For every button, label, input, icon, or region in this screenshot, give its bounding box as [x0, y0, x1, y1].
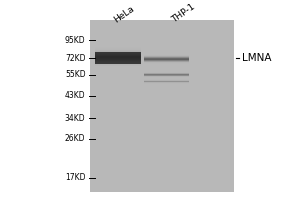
Bar: [94, 52, 141, 53]
Bar: [144, 59, 189, 60]
Bar: [94, 50, 141, 51]
Bar: [94, 52, 141, 64]
Bar: [94, 63, 141, 64]
Bar: [94, 56, 141, 57]
Bar: [94, 61, 141, 62]
Bar: [144, 75, 189, 76]
Bar: [144, 58, 189, 59]
Text: 26KD: 26KD: [65, 134, 85, 143]
Bar: [94, 60, 141, 61]
Bar: [94, 47, 141, 48]
Text: LMNA: LMNA: [242, 53, 271, 63]
Bar: [144, 56, 189, 57]
Bar: [144, 82, 189, 83]
Text: THP-1: THP-1: [170, 2, 196, 25]
Text: 34KD: 34KD: [65, 114, 85, 123]
Bar: [144, 76, 189, 77]
Text: HeLa: HeLa: [112, 4, 136, 25]
Bar: [94, 49, 141, 50]
Bar: [94, 58, 141, 59]
Bar: [144, 57, 189, 58]
Bar: [144, 72, 189, 73]
Bar: [94, 48, 141, 49]
Bar: [94, 65, 141, 66]
Text: 72KD: 72KD: [65, 54, 85, 63]
Bar: [94, 64, 141, 65]
Bar: [144, 60, 189, 61]
Bar: [90, 20, 234, 192]
Bar: [94, 54, 141, 55]
Bar: [144, 73, 189, 74]
Bar: [94, 51, 141, 52]
Bar: [94, 55, 141, 56]
Bar: [144, 81, 189, 82]
Text: 43KD: 43KD: [65, 91, 85, 100]
Bar: [144, 55, 189, 56]
Text: 95KD: 95KD: [65, 36, 85, 45]
Bar: [94, 53, 141, 54]
Bar: [144, 63, 189, 64]
Bar: [144, 62, 189, 63]
Bar: [94, 57, 141, 58]
Bar: [144, 74, 189, 75]
Text: 55KD: 55KD: [65, 70, 85, 79]
Bar: [94, 59, 141, 60]
Bar: [144, 80, 189, 81]
Text: 17KD: 17KD: [65, 173, 85, 182]
Bar: [144, 83, 189, 84]
Bar: [144, 61, 189, 62]
Bar: [94, 62, 141, 63]
Bar: [144, 79, 189, 80]
